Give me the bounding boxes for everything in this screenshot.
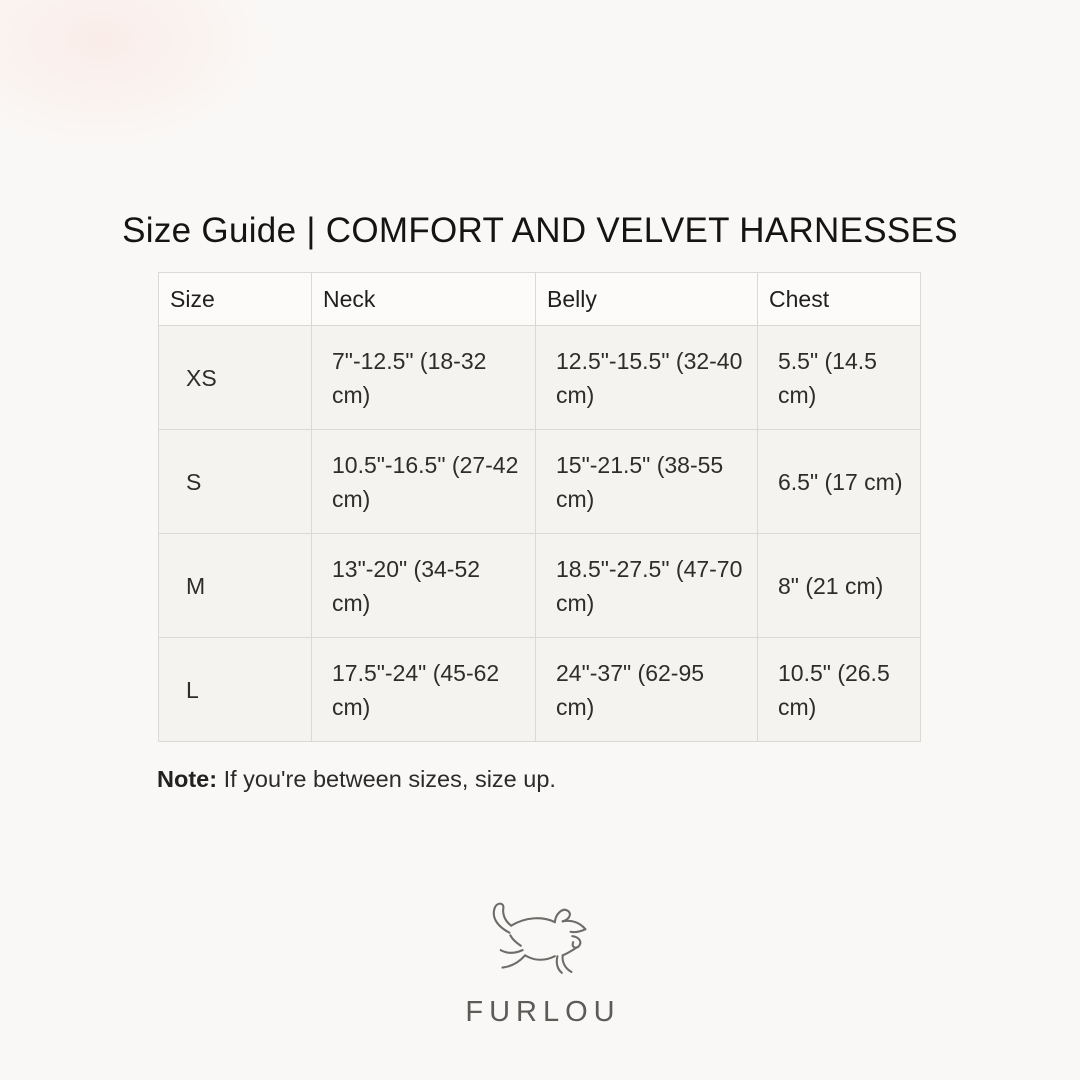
belly-value: 24"-37" (62-95 cm): [535, 637, 758, 742]
table-header-row: Size Neck Belly Chest: [158, 272, 921, 326]
size-label: M: [158, 533, 312, 638]
belly-value: 12.5"-15.5" (32-40 cm): [535, 325, 758, 430]
size-label: L: [158, 637, 312, 742]
chest-value: 5.5" (14.5 cm): [757, 325, 921, 430]
neck-value: 10.5"-16.5" (27-42 cm): [311, 429, 536, 534]
col-header-chest: Chest: [757, 272, 921, 326]
col-header-size: Size: [158, 272, 312, 326]
page-title: Size Guide | COMFORT AND VELVET HARNESSE…: [122, 211, 958, 250]
sizing-note: Note: If you're between sizes, size up.: [157, 766, 556, 793]
chest-value: 10.5" (26.5 cm): [757, 637, 921, 742]
note-label: Note:: [157, 766, 218, 792]
table-row-l: L 17.5"-24" (45-62 cm) 24"-37" (62-95 cm…: [158, 637, 921, 742]
neck-value: 7"-12.5" (18-32 cm): [311, 325, 536, 430]
col-header-belly: Belly: [535, 272, 758, 326]
neck-value: 13"-20" (34-52 cm): [311, 533, 536, 638]
col-header-neck: Neck: [311, 272, 536, 326]
note-text: If you're between sizes, size up.: [217, 766, 556, 792]
size-guide-table: Size Neck Belly Chest XS 7"-12.5" (18-32…: [158, 272, 921, 742]
table-row-xs: XS 7"-12.5" (18-32 cm) 12.5"-15.5" (32-4…: [158, 325, 921, 430]
table-row-m: M 13"-20" (34-52 cm) 18.5"-27.5" (47-70 …: [158, 533, 921, 638]
chest-value: 6.5" (17 cm): [757, 429, 921, 534]
brand-logo: FURLOU: [0, 896, 1080, 1029]
size-label: S: [158, 429, 312, 534]
table-row-s: S 10.5"-16.5" (27-42 cm) 15"-21.5" (38-5…: [158, 429, 921, 534]
belly-value: 15"-21.5" (38-55 cm): [535, 429, 758, 534]
size-label: XS: [158, 325, 312, 430]
brand-wordmark: FURLOU: [465, 996, 621, 1028]
neck-value: 17.5"-24" (45-62 cm): [311, 637, 536, 742]
chest-value: 8" (21 cm): [757, 533, 921, 638]
jumping-dog-icon: [492, 902, 587, 974]
belly-value: 18.5"-27.5" (47-70 cm): [535, 533, 758, 638]
